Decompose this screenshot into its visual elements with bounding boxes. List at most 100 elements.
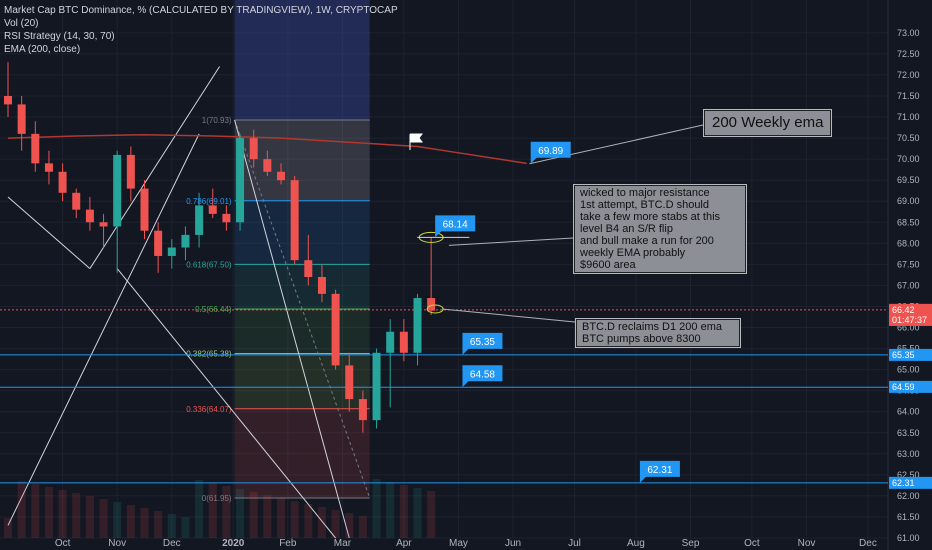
trend-line <box>7 196 91 269</box>
fib-band <box>234 119 370 201</box>
x-tick-label: Dec <box>163 538 181 549</box>
volume-bar <box>236 489 245 538</box>
volume-bar <box>113 502 122 538</box>
candle-body <box>99 222 108 227</box>
y-tick-label: 72.50 <box>897 49 920 59</box>
y-tick-label: 67.00 <box>897 280 920 290</box>
volume-bar <box>44 487 53 538</box>
fib-band <box>234 264 370 309</box>
volume-bar <box>222 486 231 538</box>
price-label-box[interactable] <box>462 332 503 355</box>
y-tick-label: 69.00 <box>897 196 920 206</box>
axis-price-badge-text: 01:47:37 <box>892 315 927 325</box>
y-tick-label: 65.50 <box>897 344 920 354</box>
y-tick-label: 68.50 <box>897 217 920 227</box>
y-tick-label: 73.00 <box>897 28 920 38</box>
fib-level-label: 0(61.95) <box>202 494 232 503</box>
axis-price-badge-text: 62.31 <box>892 478 915 488</box>
x-tick-label: Oct <box>744 538 760 549</box>
candle-body <box>17 104 26 134</box>
trend-line <box>7 133 200 526</box>
volume-bar <box>140 508 149 538</box>
note-line: 1st attempt, BTC.D should <box>580 199 709 211</box>
chart-title: Market Cap BTC Dominance, % (CALCULATED … <box>4 5 398 16</box>
fib-level-label: 0.382(65.38) <box>186 350 232 359</box>
volume-bar <box>99 499 108 538</box>
indicator-volume[interactable]: Vol (20) <box>4 18 39 29</box>
volume-bar <box>208 483 217 538</box>
ema-note[interactable]: 200 Weekly ema <box>703 109 833 137</box>
candle-body <box>222 213 231 223</box>
x-tick-label: Sep <box>682 538 700 549</box>
volume-bar <box>181 517 190 538</box>
y-tick-label: 65.00 <box>897 365 920 375</box>
note-line: BTC.D reclaims D1 200 ema <box>582 321 722 333</box>
volume-bar <box>345 513 354 538</box>
indicator-ema[interactable]: EMA (200, close) <box>4 44 81 55</box>
note-line: $9600 area <box>580 259 636 271</box>
volume-bar <box>331 510 340 538</box>
x-tick-label: Feb <box>279 538 297 549</box>
volume-bar <box>277 498 285 538</box>
candle-body <box>85 209 94 223</box>
axis-price-badge <box>889 476 932 489</box>
y-tick-label: 71.50 <box>897 91 920 101</box>
candle-body <box>413 298 422 353</box>
x-tick-label: Dec <box>859 538 877 549</box>
candle-body <box>31 133 40 164</box>
candle-body <box>167 247 176 256</box>
ema-200-line <box>7 133 527 165</box>
volume-bar <box>413 488 422 538</box>
price-label-box[interactable] <box>639 460 680 483</box>
axis-price-badge <box>889 380 932 393</box>
candle-body <box>126 154 135 189</box>
resistance-note[interactable]: wicked to major resistance 1st attempt, … <box>573 184 747 274</box>
price-label-text: 69.89 <box>538 146 563 157</box>
price-label-text: 65.35 <box>470 337 495 348</box>
x-tick-label: Nov <box>798 538 816 549</box>
fib-level-label: 0.336(64.07) <box>186 405 232 414</box>
chart-legend: Market Cap BTC Dominance, % (CALCULATED … <box>4 4 398 56</box>
y-tick-label: 69.50 <box>897 175 920 185</box>
indicator-rsi-strategy[interactable]: RSI Strategy (14, 30, 70) <box>4 31 115 42</box>
volume-bar <box>31 484 40 538</box>
price-label-box[interactable] <box>462 365 503 388</box>
reclaim-note[interactable]: BTC.D reclaims D1 200 ema BTC pumps abov… <box>575 318 741 348</box>
candle-body <box>372 352 381 421</box>
y-tick-label: 62.50 <box>897 470 920 480</box>
y-tick-label: 63.50 <box>897 428 920 438</box>
x-tick-label: Aug <box>627 538 645 549</box>
x-tick-label: Apr <box>396 538 412 549</box>
x-tick-label: Jul <box>568 538 581 549</box>
candle-body <box>4 95 12 105</box>
fib-band <box>234 308 370 354</box>
volume-bar <box>263 495 272 538</box>
candle-body <box>58 171 67 193</box>
y-tick-label: 63.00 <box>897 449 920 459</box>
y-tick-label: 62.00 <box>897 491 920 501</box>
price-label-text: 62.31 <box>647 465 672 476</box>
fib-level-label: 0.618(67.50) <box>186 260 232 269</box>
y-tick-label: 67.50 <box>897 259 920 269</box>
note-line: wicked to major resistance <box>580 187 710 199</box>
volume-bar <box>17 481 26 538</box>
candle-body <box>317 277 326 294</box>
x-tick-label: Oct <box>55 538 71 549</box>
candle-body <box>277 171 285 181</box>
candle-body <box>358 399 367 421</box>
fib-band-top <box>234 0 370 120</box>
candle-body <box>263 159 272 172</box>
price-label-box[interactable] <box>530 141 571 164</box>
candle-body <box>44 163 53 172</box>
y-tick-label: 66.00 <box>897 323 920 333</box>
price-label-box[interactable] <box>435 215 476 238</box>
y-tick-label: 71.00 <box>897 112 920 122</box>
y-tick-label: 64.00 <box>897 407 920 417</box>
volume-bar <box>249 492 258 538</box>
note-line: level B4 an S/R flip <box>580 223 673 235</box>
candle-body <box>304 260 313 277</box>
candle-body <box>181 234 190 248</box>
candle-body <box>140 188 149 231</box>
volume-bar <box>126 505 135 538</box>
